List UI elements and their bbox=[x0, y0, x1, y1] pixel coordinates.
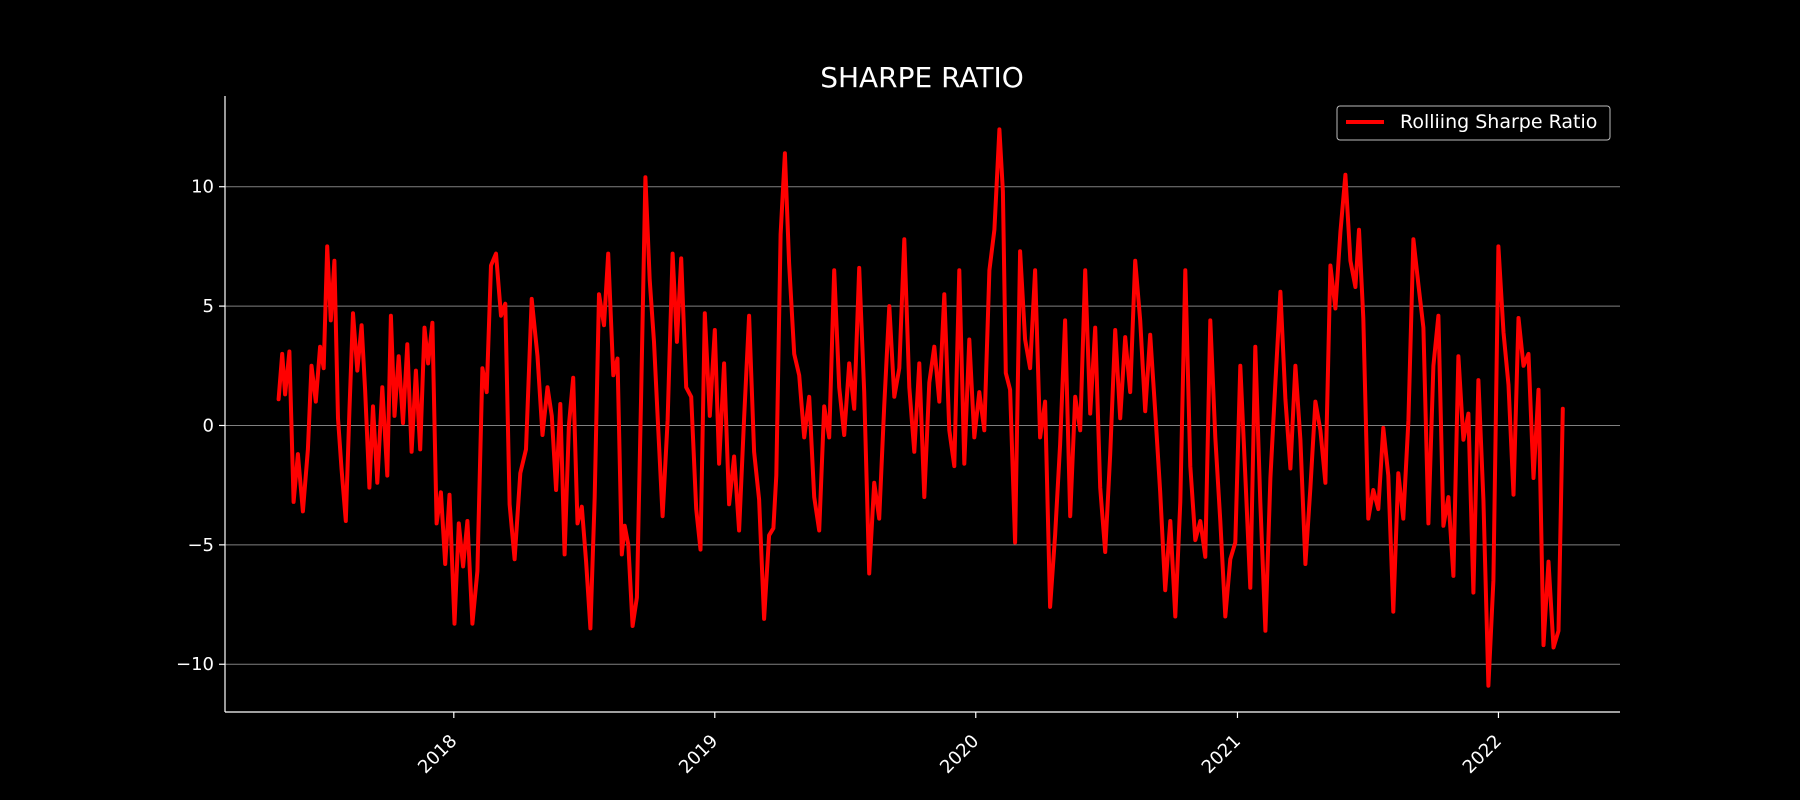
chart-title: SHARPE RATIO bbox=[820, 61, 1024, 94]
y-tick-label: −5 bbox=[187, 535, 214, 556]
series-layer bbox=[276, 127, 1565, 688]
y-tick-label: −10 bbox=[176, 654, 214, 675]
axes bbox=[224, 96, 1620, 713]
y-tick-label: 0 bbox=[203, 415, 214, 436]
series-line-0 bbox=[276, 127, 1565, 688]
y-tick-label: 10 bbox=[191, 177, 214, 198]
y-tick-label: 5 bbox=[203, 296, 214, 317]
legend-label: Rolliing Sharpe Ratio bbox=[1400, 111, 1597, 133]
legend-box bbox=[1336, 105, 1611, 141]
legend: Rolliing Sharpe Ratio bbox=[1336, 105, 1611, 141]
y-tick-labels: −10 −5 0 5 10 bbox=[176, 177, 225, 675]
